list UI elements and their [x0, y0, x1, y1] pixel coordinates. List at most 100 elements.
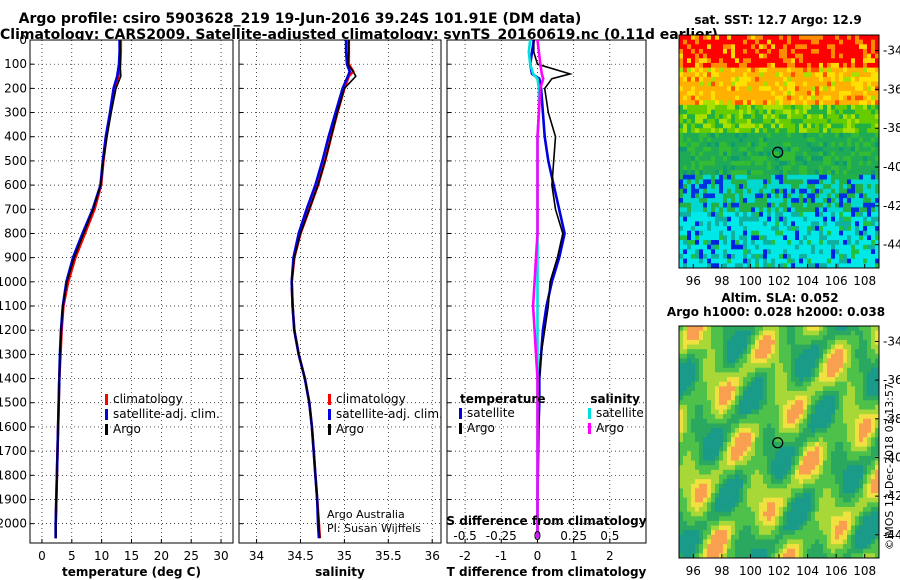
sst-map-cell	[847, 146, 852, 152]
sst-map-cell	[771, 86, 776, 92]
sst-map-ytick-label: -42	[883, 199, 900, 213]
sla-map-cell	[787, 502, 792, 508]
sla-map-cell	[851, 474, 856, 480]
sla-map-cell	[703, 326, 708, 332]
sst-map-cell	[723, 142, 728, 148]
sst-map-cell	[759, 62, 764, 69]
sst-map-cell	[787, 67, 792, 73]
sla-map-cell	[787, 418, 792, 424]
sla-map-cell	[687, 432, 692, 438]
sst-map-cell	[839, 128, 844, 134]
sst-map-cell	[767, 137, 772, 143]
sla-map-cell	[787, 437, 792, 443]
sst-map-cell	[683, 165, 688, 171]
sst-map-cell	[691, 202, 696, 208]
sst-map-cell	[791, 207, 796, 213]
sla-map-cell	[839, 363, 844, 369]
sla-map-cell	[847, 372, 852, 378]
sst-map-cell	[727, 72, 732, 78]
sla-map-cell	[807, 451, 812, 457]
temperature-legend-label: Argo	[113, 422, 141, 436]
sst-map-cell	[775, 235, 780, 241]
sla-map-cell	[863, 460, 868, 466]
sla-map-cell	[875, 363, 880, 369]
sst-map-cell	[795, 58, 800, 64]
sst-map-cell	[803, 76, 808, 82]
sla-map-cell	[687, 488, 692, 494]
sla-map-cell	[855, 442, 860, 448]
sst-map-cell	[783, 240, 788, 246]
sla-map-cell	[815, 497, 820, 503]
sla-map-cell	[731, 395, 736, 401]
sst-map-cell	[847, 216, 852, 222]
sst-map-cell	[711, 207, 716, 213]
sst-map-cell	[799, 100, 804, 106]
sla-map-cell	[707, 465, 712, 471]
sst-map-cell	[851, 226, 856, 232]
sla-map-cell	[715, 400, 720, 406]
sst-map-cell	[723, 160, 728, 166]
sst-map-cell	[811, 44, 816, 50]
sst-map-cell	[775, 230, 780, 236]
sst-map-cell	[847, 109, 852, 115]
sst-map-cell	[823, 67, 828, 73]
sst-map-cell	[695, 44, 700, 50]
sla-map-cell	[767, 511, 772, 517]
depth-tick-label: 800	[4, 226, 27, 240]
sst-map-cell	[775, 226, 780, 232]
sst-map-cell	[731, 114, 736, 120]
sst-map-cell	[711, 151, 716, 157]
sst-map-cell	[863, 258, 868, 264]
sla-map-cell	[719, 428, 724, 434]
sla-map-cell	[775, 455, 780, 461]
sla-map-cell	[827, 377, 832, 383]
sst-map-cell	[735, 100, 740, 106]
sla-map-cell	[683, 506, 688, 512]
sst-map-cell	[771, 188, 776, 194]
sla-map-cell	[819, 386, 824, 392]
sla-map-cell	[867, 358, 872, 364]
sst-map-cell	[727, 174, 732, 180]
sla-map-cell	[735, 404, 740, 410]
sla-map-cell	[727, 358, 732, 364]
sla-map-cell	[843, 502, 848, 508]
sst-map-cell	[711, 128, 716, 134]
sst-map-cell	[859, 216, 864, 222]
sst-map-cell	[687, 67, 692, 73]
sla-map-cell	[747, 335, 752, 341]
sla-map-cell	[787, 414, 792, 420]
sst-map-cell	[779, 137, 784, 143]
sst-map-cell	[807, 258, 812, 264]
sst-map-cell	[759, 142, 764, 148]
sst-map-cell	[811, 202, 816, 208]
sla-map-cell	[767, 377, 772, 383]
sst-map-cell	[835, 174, 840, 180]
sla-map-cell	[811, 367, 816, 373]
sst-map-cell	[759, 104, 764, 110]
sla-map-cell	[759, 525, 764, 531]
sla-map-cell	[803, 428, 808, 434]
sst-map-cell	[739, 221, 744, 227]
sla-map-cell	[719, 474, 724, 480]
sst-map-cell	[703, 86, 708, 92]
sst-map-cell	[775, 81, 780, 87]
sla-map-cell	[695, 493, 700, 499]
sst-map-cell	[799, 240, 804, 246]
sst-map-cell	[807, 170, 812, 176]
sst-map-cell	[711, 118, 716, 124]
sst-map-cell	[823, 137, 828, 143]
sla-map-cell	[823, 390, 828, 396]
sst-map-cell	[731, 81, 736, 87]
sst-map-cell	[799, 212, 804, 218]
sst-map-cell	[691, 156, 696, 162]
sst-map-cell	[703, 72, 708, 78]
sst-map-cell	[683, 240, 688, 246]
sst-map-cell	[683, 118, 688, 124]
sst-map-cell	[835, 151, 840, 157]
sst-map-cell	[735, 123, 740, 129]
sst-map-cell	[815, 170, 820, 176]
sst-map-cell	[819, 132, 824, 138]
sla-map-cell	[735, 353, 740, 359]
sst-map-cell	[759, 198, 764, 204]
sst-map-cell	[687, 76, 692, 82]
